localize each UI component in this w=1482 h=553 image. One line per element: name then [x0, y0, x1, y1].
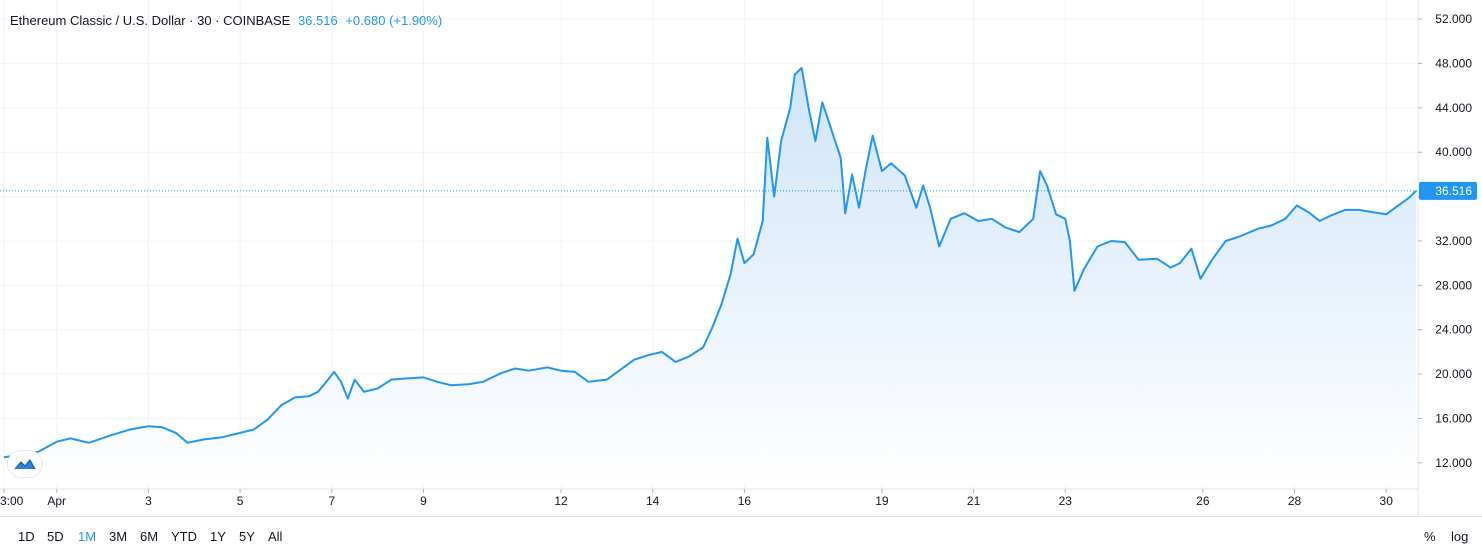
range-3m-button[interactable]: 3M — [109, 529, 128, 544]
symbol-title[interactable]: Ethereum Classic / U.S. Dollar · 30 · CO… — [10, 13, 291, 28]
time-axis-label: 26 — [1196, 494, 1210, 508]
time-axis-label: 21 — [967, 494, 981, 508]
price-line — [3, 66, 1417, 459]
percent-scale-button[interactable]: % — [1424, 529, 1436, 544]
range-1m-button[interactable]: 1M — [78, 529, 97, 544]
time-axis-label: 30 — [1380, 494, 1394, 508]
time-axis-label: 23 — [1059, 494, 1073, 508]
legend-last-price: 36.516 — [297, 13, 338, 28]
price-axis-label: 48.000 — [1435, 56, 1472, 70]
time-axis-label: 3:00 — [0, 494, 24, 508]
time-axis-label: Apr — [47, 494, 66, 508]
range-6m-button[interactable]: 6M — [140, 529, 159, 544]
time-axis-label: 28 — [1288, 494, 1302, 508]
last-price-label-bg — [1419, 181, 1477, 200]
range-5d-button[interactable]: 5D — [47, 529, 64, 544]
time-axis-label: 5 — [237, 494, 244, 508]
price-axis-label: 28.000 — [1435, 278, 1472, 292]
log-scale-button[interactable]: log — [1451, 529, 1469, 544]
price-axis-label: 20.000 — [1435, 367, 1472, 381]
price-axis-label: 52.000 — [1435, 12, 1472, 26]
last-price-marker: 36.516 — [0, 181, 1477, 200]
range-all-button[interactable]: All — [268, 529, 283, 544]
price-axis-label: 16.000 — [1435, 411, 1472, 425]
price-axis-label: 40.000 — [1435, 145, 1472, 159]
time-axis-label: 19 — [875, 494, 889, 508]
range-ytd-button[interactable]: YTD — [171, 529, 197, 544]
time-axis-label: 7 — [328, 494, 335, 508]
time-axis-label: 14 — [646, 494, 660, 508]
price-axis-label: 32.000 — [1435, 234, 1472, 248]
tradingview-logo-icon[interactable] — [8, 451, 42, 477]
chart-canvas[interactable]: 12.000 16.000 20.000 24.000 28.000 32.000 40.0… — [0, 0, 1482, 516]
last-price-label: 36.516 — [1435, 184, 1472, 198]
time-axis-label: 9 — [420, 494, 427, 508]
price-axis[interactable]: 12.000 16.000 20.000 24.000 28.000 32.000 40.0… — [1417, 0, 1472, 516]
range-1d-button[interactable]: 1D — [18, 529, 35, 544]
price-area — [4, 67, 1416, 486]
price-axis-label: 44.000 — [1435, 101, 1472, 115]
time-axis[interactable]: 3:00 Apr 3 5 7 9 12 14 16 19 21 23 26 28 30 — [0, 488, 1418, 508]
range-5y-button[interactable]: 5Y — [239, 529, 255, 544]
time-axis-label: 3 — [145, 494, 152, 508]
legend-change: +0.680 (+1.90%) — [345, 13, 443, 28]
time-axis-label: 16 — [738, 494, 752, 508]
price-axis-label: 24.000 — [1435, 323, 1472, 337]
price-line-layer — [3, 66, 1417, 459]
bottom-toolbar: 1D 5D 1M 3M 6M YTD 1Y 5Y All % log — [0, 516, 1482, 553]
price-area-fill — [4, 67, 1416, 486]
range-1y-button[interactable]: 1Y — [210, 529, 226, 544]
price-axis-label: 12.000 — [1435, 456, 1472, 470]
symbol-legend[interactable]: Ethereum Classic / U.S. Dollar · 30 · CO… — [10, 12, 442, 30]
time-axis-label: 12 — [554, 494, 568, 508]
